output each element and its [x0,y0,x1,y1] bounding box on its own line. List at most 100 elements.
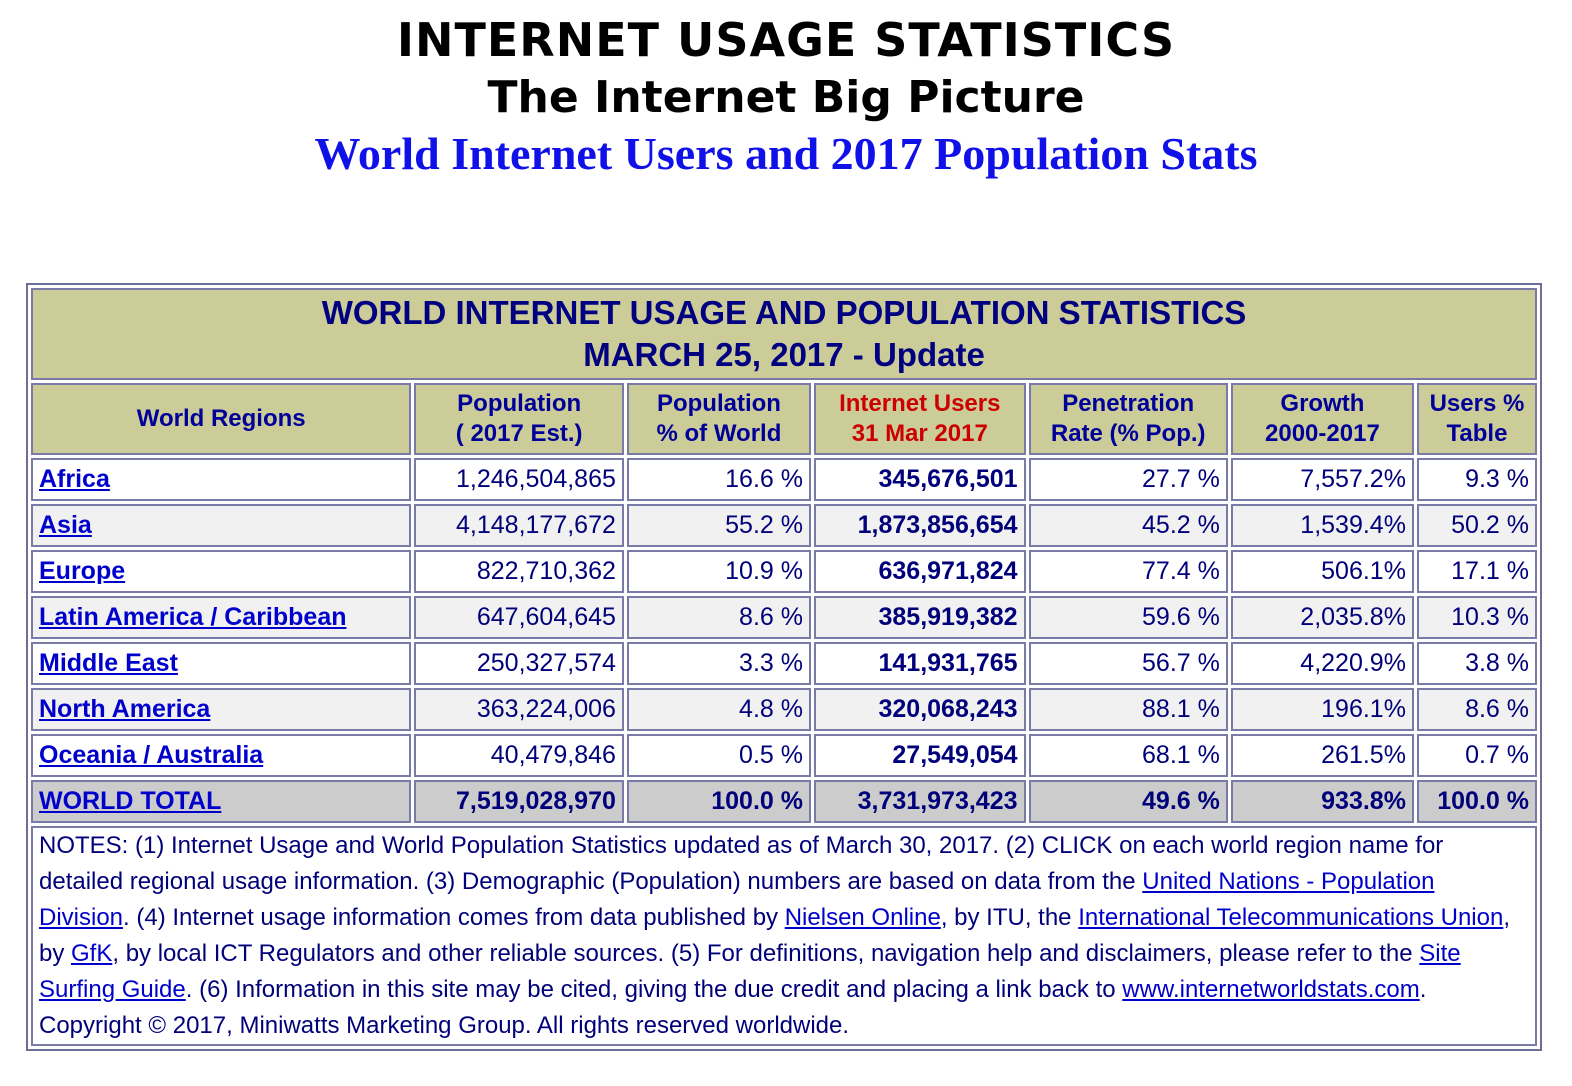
page-title: INTERNET USAGE STATISTICS [396,13,1176,67]
region-link-north-america[interactable]: North America [39,695,211,723]
pop-pct-cell: 16.6 % [626,458,811,501]
users-pct-cell: 8.6 % [1416,688,1537,731]
growth-cell: 1,539.4% [1230,504,1414,547]
un-population-link[interactable]: United Nations - Population Division [39,868,1435,931]
table-row: Europe 822,710,362 10.9 % 636,971,824 77… [31,550,1537,593]
region-cell: Europe [31,550,412,593]
col-header-world-regions: World Regions [31,383,412,455]
penetration-cell: 56.7 % [1028,642,1228,685]
col-header-internet-users: Internet Users 31 Mar 2017 [813,383,1026,455]
internetworldstats-link[interactable]: www.internetworldstats.com [1122,976,1420,1003]
region-link-latin-america[interactable]: Latin America / Caribbean [39,603,347,631]
world-total-row: WORLD TOTAL 7,519,028,970 100.0 % 3,731,… [31,780,1537,823]
region-cell: North America [31,688,412,731]
region-cell: Oceania / Australia [31,734,412,777]
population-cell: 250,327,574 [414,642,624,685]
table-row: Africa 1,246,504,865 16.6 % 345,676,501 … [31,458,1537,501]
pop-pct-cell: 4.8 % [626,688,811,731]
penetration-cell: 88.1 % [1028,688,1228,731]
site-surfing-guide-link[interactable]: Site Surfing Guide [39,940,1461,1003]
users-pct-cell: 17.1 % [1416,550,1537,593]
internet-users-cell: 1,873,856,654 [813,504,1026,547]
notes-text: , by ITU, the [940,904,1079,931]
population-cell: 363,224,006 [414,688,624,731]
population-cell: 4,148,177,672 [414,504,624,547]
itu-link[interactable]: International Telecommunications Union [1078,904,1504,931]
region-cell: Africa [31,458,412,501]
penetration-cell: 77.4 % [1028,550,1228,593]
notes-text: . (6) Information in this site may be ci… [185,976,1123,1003]
table-row: Oceania / Australia 40,479,846 0.5 % 27,… [31,734,1537,777]
internet-users-cell: 3,731,973,423 [813,780,1026,823]
population-cell: 40,479,846 [414,734,624,777]
table-row: Latin America / Caribbean 647,604,645 8.… [31,596,1537,639]
region-link-europe[interactable]: Europe [39,557,126,585]
users-pct-cell: 3.8 % [1416,642,1537,685]
gfk-link[interactable]: GfK [71,940,113,967]
notes-text: NOTES: (1) Internet Usage and World Popu… [39,832,1444,895]
col-header-penetration: Penetration Rate (% Pop.) [1028,383,1228,455]
world-total-link[interactable]: WORLD TOTAL [39,787,222,815]
pop-pct-cell: 8.6 % [626,596,811,639]
notes-text: , by [39,904,1511,967]
users-pct-cell: 0.7 % [1416,734,1537,777]
region-cell: Latin America / Caribbean [31,596,412,639]
growth-cell: 2,035.8% [1230,596,1414,639]
users-pct-cell: 10.3 % [1416,596,1537,639]
page-tagline: World Internet Users and 2017 Population… [314,128,1258,179]
internet-users-cell: 345,676,501 [813,458,1026,501]
col-header-users-pct: Users % Table [1416,383,1537,455]
growth-cell: 4,220.9% [1230,642,1414,685]
population-cell: 822,710,362 [414,550,624,593]
pop-pct-cell: 0.5 % [626,734,811,777]
col-header-population-pct: Population% of World [626,383,811,455]
internet-users-cell: 27,549,054 [813,734,1026,777]
penetration-cell: 27.7 % [1028,458,1228,501]
region-cell: WORLD TOTAL [31,780,412,823]
internet-users-cell: 320,068,243 [813,688,1026,731]
table-title-main: WORLD INTERNET USAGE AND POPULATION STAT… [321,294,1247,331]
region-cell: Middle East [31,642,412,685]
population-cell: 1,246,504,865 [414,458,624,501]
region-link-oceania[interactable]: Oceania / Australia [39,741,264,769]
growth-cell: 506.1% [1230,550,1414,593]
pop-pct-cell: 3.3 % [626,642,811,685]
pop-pct-cell: 100.0 % [626,780,811,823]
internet-users-cell: 636,971,824 [813,550,1026,593]
growth-cell: 261.5% [1230,734,1414,777]
population-cell: 647,604,645 [414,596,624,639]
growth-cell: 7,557.2% [1230,458,1414,501]
penetration-cell: 59.6 % [1028,596,1228,639]
pop-pct-cell: 10.9 % [626,550,811,593]
region-cell: Asia [31,504,412,547]
region-link-africa[interactable]: Africa [39,465,110,493]
notes-text: . Copyright © 2017, Miniwatts Marketing … [39,976,1427,1039]
growth-cell: 196.1% [1230,688,1414,731]
penetration-cell: 68.1 % [1028,734,1228,777]
column-header-row: World Regions Population( 2017 Est.) Pop… [31,383,1537,455]
table-row: Asia 4,148,177,672 55.2 % 1,873,856,654 … [31,504,1537,547]
users-pct-cell: 50.2 % [1416,504,1537,547]
penetration-cell: 49.6 % [1028,780,1228,823]
internet-stats-table: WORLD INTERNET USAGE AND POPULATION STAT… [26,283,1542,1051]
internet-users-cell: 385,919,382 [813,596,1026,639]
growth-cell: 933.8% [1230,780,1414,823]
nielsen-online-link[interactable]: Nielsen Online [784,904,941,931]
penetration-cell: 45.2 % [1028,504,1228,547]
table-title: WORLD INTERNET USAGE AND POPULATION STAT… [31,288,1537,380]
region-link-asia[interactable]: Asia [39,511,92,539]
table-row: Middle East 250,327,574 3.3 % 141,931,76… [31,642,1537,685]
notes-text: , by local ICT Regulators and other reli… [112,940,1420,967]
col-header-population: Population( 2017 Est.) [414,383,624,455]
page-subtitle: The Internet Big Picture [487,72,1085,123]
internet-users-cell: 141,931,765 [813,642,1026,685]
notes-text: . (4) Internet usage information comes f… [123,904,785,931]
users-pct-cell: 9.3 % [1416,458,1537,501]
users-pct-cell: 100.0 % [1416,780,1537,823]
pop-pct-cell: 55.2 % [626,504,811,547]
table-title-date: MARCH 25, 2017 - Update [583,336,985,373]
region-link-middle-east[interactable]: Middle East [39,649,178,677]
col-header-growth: Growth 2000-2017 [1230,383,1414,455]
notes-block: NOTES: (1) Internet Usage and World Popu… [31,826,1537,1046]
population-cell: 7,519,028,970 [414,780,624,823]
